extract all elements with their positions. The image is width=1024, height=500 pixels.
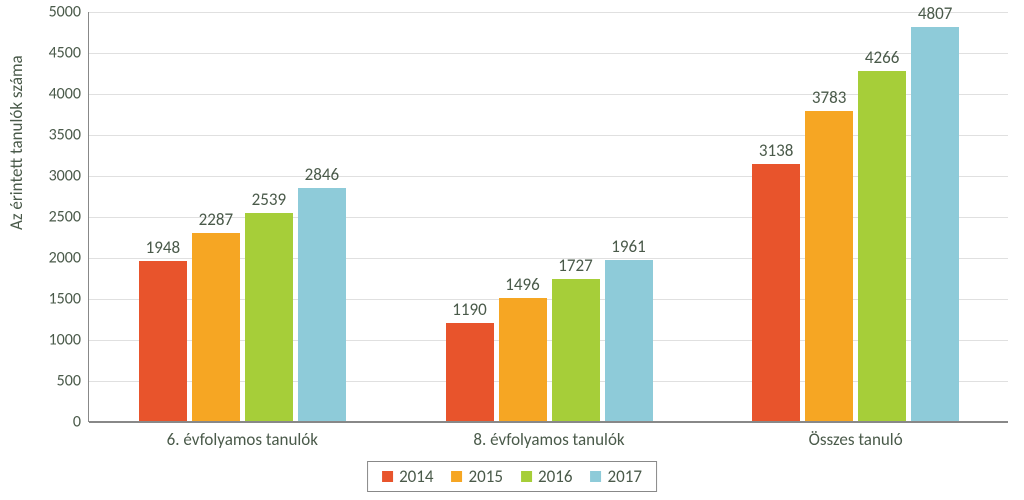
x-category-label: 8. évfolyamos tanulók: [446, 421, 653, 450]
bar-value-label: 2846: [298, 164, 346, 185]
bar-group: 11901496172719618. évfolyamos tanulók: [446, 12, 653, 421]
bar-value-label: 1496: [499, 274, 547, 295]
y-tick-label: 0: [29, 413, 89, 432]
legend-item: 2015: [452, 466, 503, 487]
bar: 4807: [911, 27, 959, 421]
bar: 2287: [192, 233, 240, 421]
bar-value-label: 1948: [139, 237, 187, 258]
bar: 1190: [446, 323, 494, 421]
bar: 1496: [499, 298, 547, 421]
legend-swatch: [521, 471, 532, 482]
bar: 1727: [552, 279, 600, 421]
legend-label: 2017: [607, 466, 641, 487]
legend-item: 2016: [521, 466, 572, 487]
bar-value-label: 1727: [552, 255, 600, 276]
legend-label: 2014: [399, 466, 433, 487]
bar: 4266: [858, 71, 906, 421]
y-tick-label: 3000: [29, 167, 89, 186]
bar: 3783: [805, 111, 853, 421]
bar: 1961: [605, 260, 653, 421]
y-tick-label: 4500: [29, 44, 89, 63]
y-axis-title: Az érintett tanulók száma: [6, 55, 27, 230]
y-tick-label: 4000: [29, 85, 89, 104]
bar: 2539: [245, 213, 293, 421]
legend-label: 2016: [538, 466, 572, 487]
legend-item: 2014: [382, 466, 433, 487]
bar-value-label: 4266: [858, 47, 906, 68]
bar-value-label: 2287: [192, 209, 240, 230]
legend-label: 2015: [469, 466, 503, 487]
x-category-label: 6. évfolyamos tanulók: [139, 421, 346, 450]
legend-swatch: [590, 471, 601, 482]
legend-swatch: [382, 471, 393, 482]
bar-value-label: 4807: [911, 3, 959, 24]
y-tick-label: 1000: [29, 331, 89, 350]
bar-value-label: 1961: [605, 236, 653, 257]
legend-swatch: [452, 471, 463, 482]
y-tick-label: 2000: [29, 249, 89, 268]
legend-item: 2017: [590, 466, 641, 487]
bar-group: 3138378342664807Összes tanuló: [752, 12, 959, 421]
legend: 2014 2015 2016 2017: [367, 461, 657, 492]
bar: 2846: [298, 188, 346, 421]
y-tick-label: 5000: [29, 3, 89, 22]
bar-value-label: 1190: [446, 299, 494, 320]
bar: 1948: [139, 261, 187, 421]
bar-group: 19482287253928466. évfolyamos tanulók: [139, 12, 346, 421]
plot-area: 0500100015002000250030003500400045005000…: [88, 12, 1008, 422]
y-tick-label: 2500: [29, 208, 89, 227]
y-tick-label: 500: [29, 372, 89, 391]
bar-value-label: 3138: [752, 140, 800, 161]
bar-value-label: 3783: [805, 87, 853, 108]
bar-chart: Az érintett tanulók száma 05001000150020…: [0, 0, 1024, 500]
y-tick-label: 1500: [29, 290, 89, 309]
bar-value-label: 2539: [245, 189, 293, 210]
bar: 3138: [752, 164, 800, 421]
x-category-label: Összes tanuló: [752, 421, 959, 450]
y-tick-label: 3500: [29, 126, 89, 145]
